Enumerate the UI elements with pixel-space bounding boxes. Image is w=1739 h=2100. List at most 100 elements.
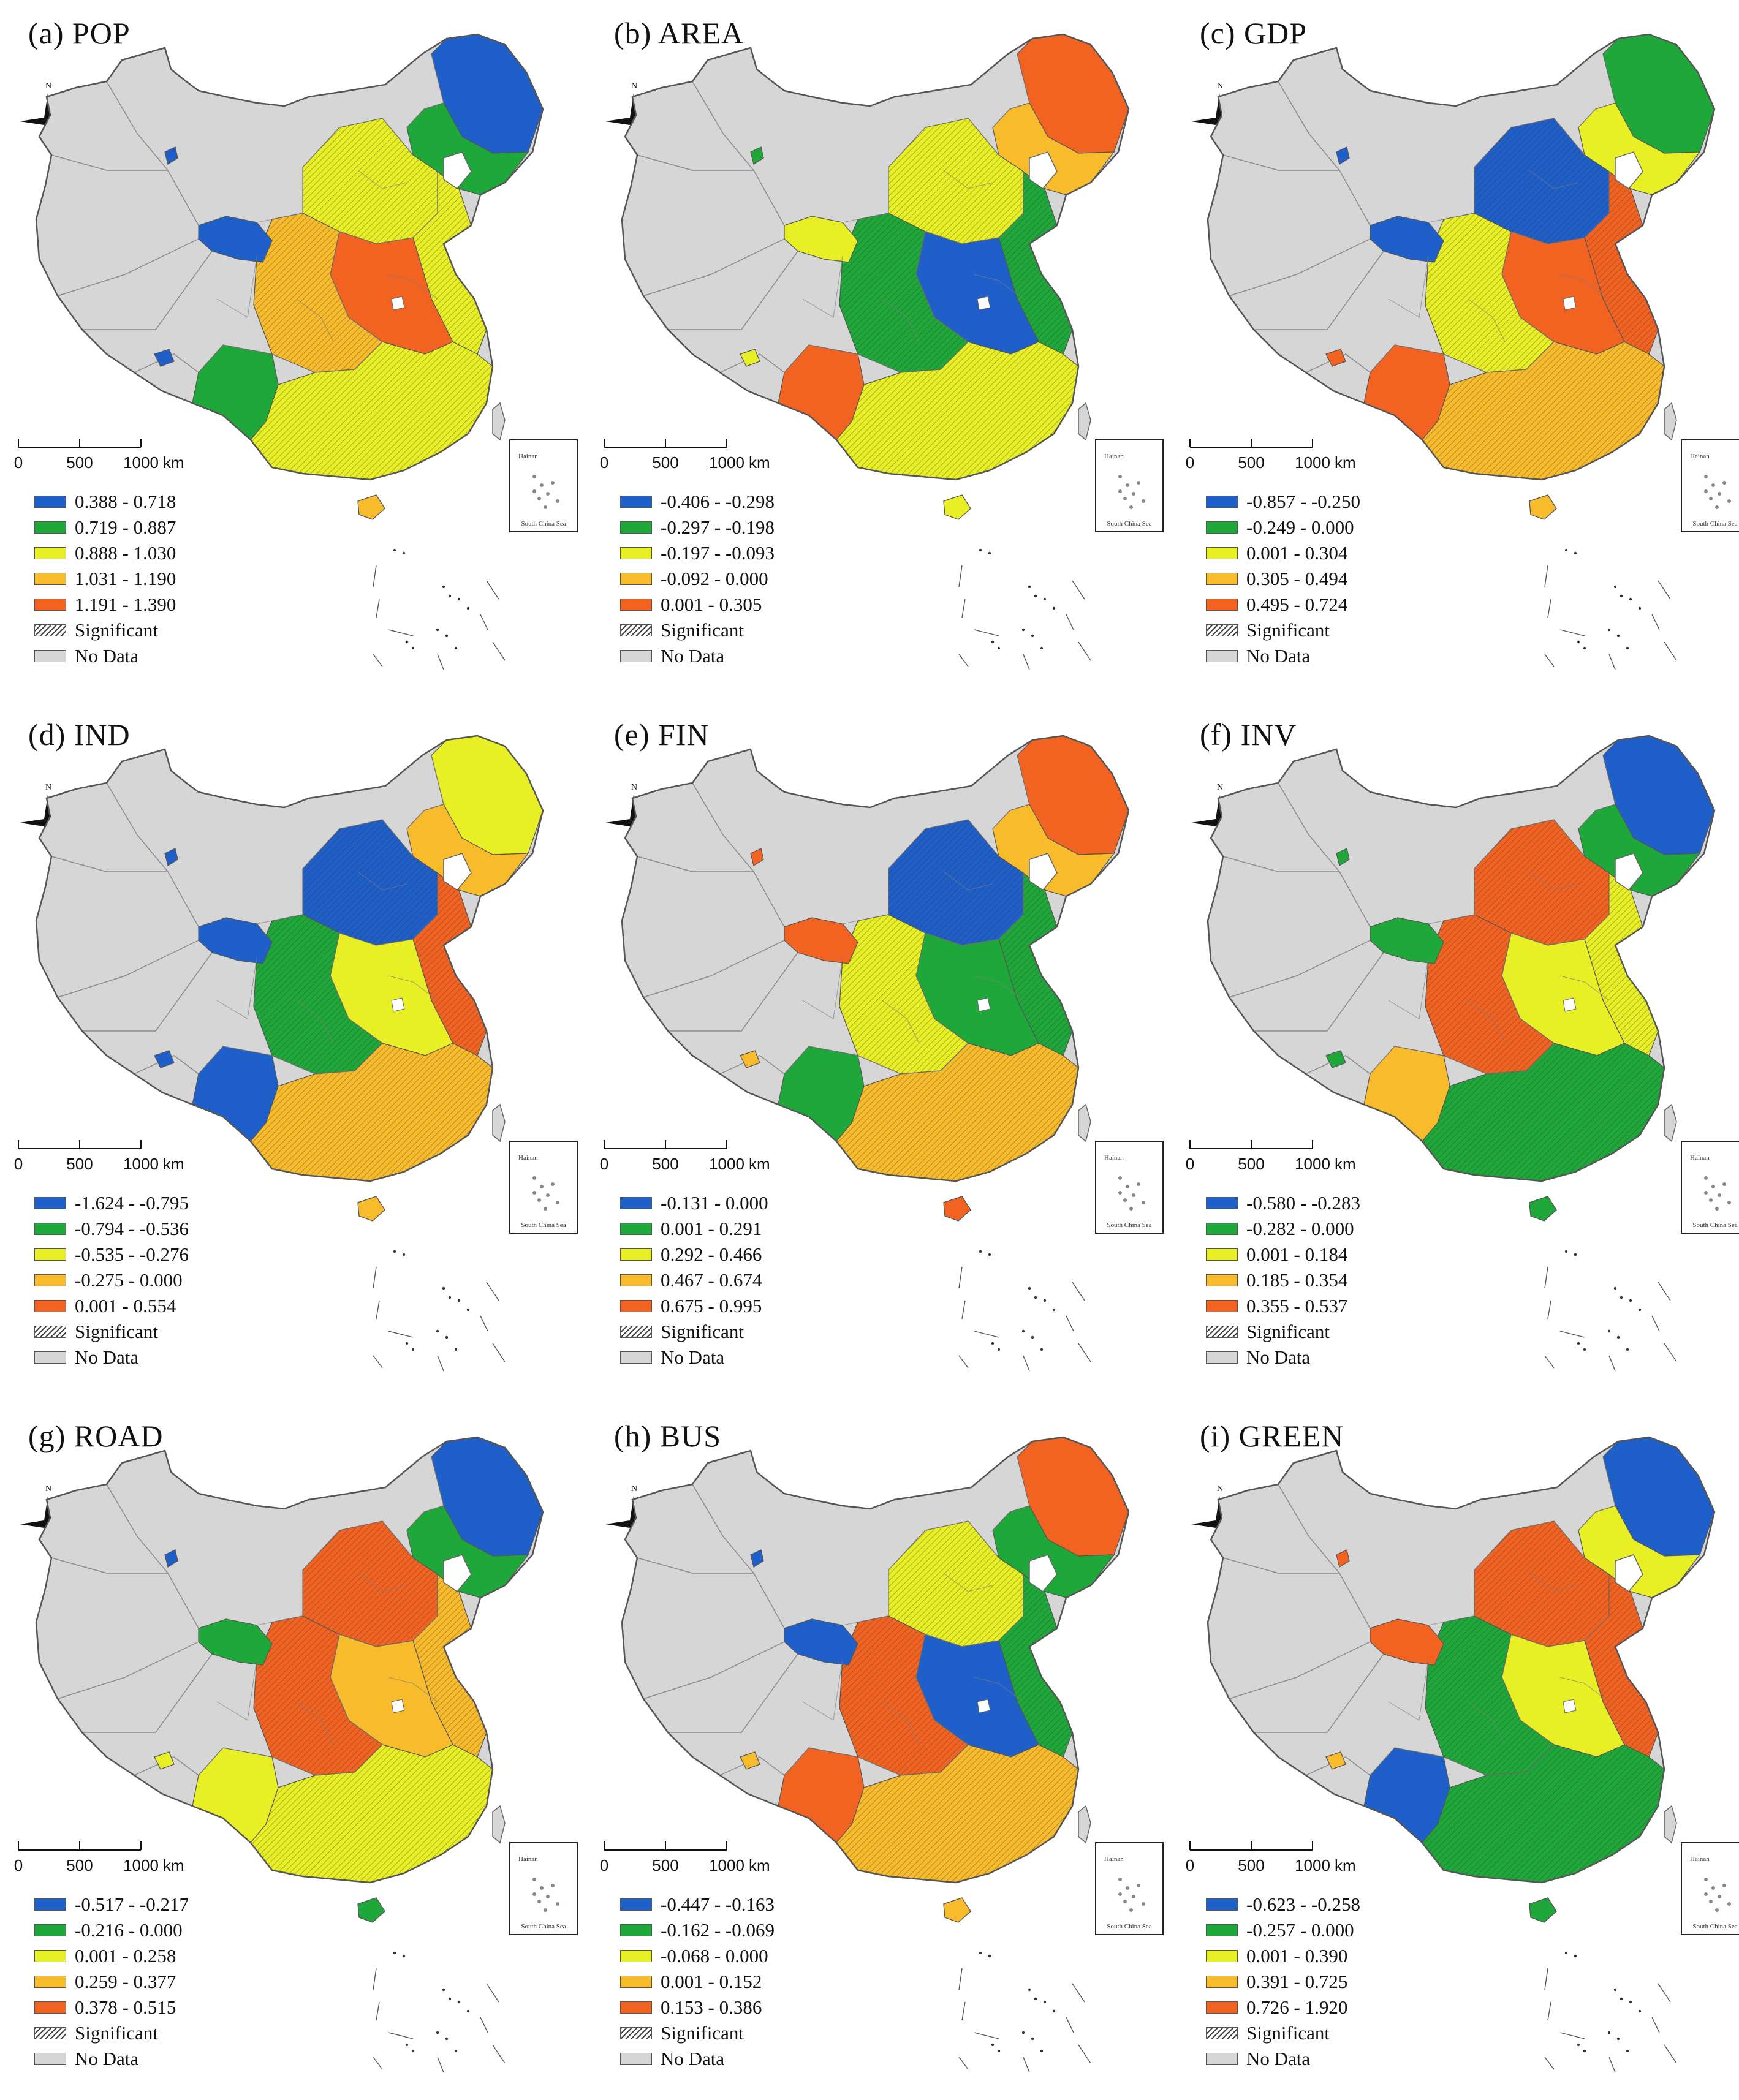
region-tibet-spot (154, 1050, 175, 1068)
legend-label: 0.001 - 0.554 (75, 1295, 176, 1316)
legend-item: -0.068 - 0.000 (620, 1943, 775, 1969)
legend-label: -0.275 - 0.000 (75, 1269, 183, 1291)
legend-significant: Significant (620, 2020, 775, 2046)
scale-bar: 0 500 1000 km (14, 1841, 184, 1875)
legend-no-data: No Data (1206, 1345, 1360, 1370)
legend-label: No Data (1246, 1346, 1311, 1368)
inset-bottom-label: South China Sea (1107, 1222, 1151, 1229)
map-panel-pop: (a) POP N 0 500 1000 km Hainan South China Sea 0… (10, 11, 578, 697)
north-label: N (45, 783, 51, 792)
legend-significant: Significant (34, 618, 176, 643)
map-panel-ind: (d) IND N 0 500 1000 km Hainan South China Sea -… (10, 712, 578, 1399)
legend-swatch (620, 1326, 652, 1338)
inset-box: Hainan South China Sea (509, 1842, 578, 1935)
legend-item: -0.857 - -0.250 (1206, 489, 1360, 515)
legend: -0.623 - -0.258 -0.257 - 0.000 0.001 - 0.3… (1206, 1892, 1360, 2072)
panel-title: (a) POP (28, 16, 131, 50)
south-china-sea-islands (958, 1250, 1091, 1372)
scale-label: km (749, 1155, 770, 1173)
legend-label: No Data (75, 1346, 139, 1368)
legend-item: 0.001 - 0.554 (34, 1293, 189, 1319)
south-china-sea-islands (958, 548, 1091, 670)
legend-label: Significant (75, 619, 159, 641)
north-label: N (1217, 1484, 1223, 1494)
legend-label: No Data (1246, 2048, 1311, 2069)
region-xinjiang-spot (1336, 146, 1350, 165)
legend-swatch (1206, 1197, 1238, 1209)
legend-label: -0.162 - -0.069 (661, 1919, 775, 1941)
legend-swatch (34, 1924, 66, 1936)
legend-no-data: No Data (620, 1345, 768, 1370)
legend-swatch (620, 1300, 652, 1312)
panel-title: (g) ROAD (28, 1419, 164, 1453)
region-west-gansu (1370, 216, 1444, 263)
legend-item: 0.726 - 1.920 (1206, 1995, 1360, 2020)
legend-item: 0.001 - 0.152 (620, 1969, 775, 1995)
inset-box: Hainan South China Sea (509, 1141, 578, 1234)
legend: -0.517 - -0.217 -0.216 - 0.000 0.001 - 0.2… (34, 1892, 189, 2072)
legend-significant: Significant (34, 2020, 189, 2046)
legend-item: -0.580 - -0.283 (1206, 1190, 1360, 1216)
legend-label: Significant (75, 2022, 159, 2044)
legend-label: -0.257 - 0.000 (1246, 1919, 1354, 1941)
taiwan-outline (1664, 402, 1677, 441)
scale-label: 500 (1238, 453, 1264, 472)
legend-item: 0.001 - 0.184 (1206, 1242, 1360, 1267)
legend-label: Significant (1246, 1321, 1330, 1342)
scale-label: 1000 (1295, 1856, 1330, 1875)
legend-item: 0.001 - 0.258 (34, 1943, 189, 1969)
legend-item: 0.378 - 0.515 (34, 1995, 189, 2020)
legend-swatch (34, 2001, 66, 2014)
region-tibet-spot (740, 1050, 760, 1068)
legend-swatch (34, 1898, 66, 1911)
north-label: N (45, 1484, 51, 1494)
inset-bottom-label: South China Sea (1692, 520, 1737, 527)
taiwan-outline (1078, 1805, 1091, 1844)
taiwan-outline (1664, 1805, 1677, 1844)
legend-swatch (1206, 1248, 1238, 1261)
legend-label: No Data (1246, 645, 1311, 667)
inset-bottom-label: South China Sea (1107, 520, 1151, 527)
legend-item: 0.888 - 1.030 (34, 540, 176, 566)
region-tibet-spot (740, 1751, 760, 1770)
legend-label: -0.535 - -0.276 (75, 1244, 189, 1265)
legend: -0.857 - -0.250 -0.249 - 0.000 0.001 - 0.3… (1206, 489, 1360, 669)
legend-label: 0.305 - 0.494 (1246, 568, 1348, 589)
region-xinjiang-spot (1336, 848, 1350, 866)
region-tibet-spot (154, 349, 175, 367)
legend-swatch (34, 1351, 66, 1364)
legend-label: 1.191 - 1.390 (75, 594, 176, 615)
legend-swatch (620, 573, 652, 585)
region-west-gansu (784, 1618, 858, 1666)
legend-label: Significant (661, 2022, 744, 2044)
legend-no-data: No Data (620, 2046, 775, 2072)
panel-title: (b) AREA (614, 16, 744, 50)
taiwan-outline (492, 1805, 506, 1844)
legend-item: -0.517 - -0.217 (34, 1892, 189, 1917)
legend-label: 0.378 - 0.515 (75, 1996, 176, 2018)
legend-swatch (34, 1274, 66, 1286)
region-xinjiang-spot (750, 1549, 764, 1568)
legend-swatch (34, 573, 66, 585)
hainan-island (1529, 1196, 1557, 1222)
panel-title: (f) INV (1200, 717, 1297, 752)
north-label: N (1217, 783, 1223, 792)
inset-bottom-label: South China Sea (521, 1222, 566, 1229)
map-panel-fin: (e) FIN N 0 500 1000 km Hainan South China Sea -… (596, 712, 1164, 1399)
map-panel-area: (b) AREA N 0 500 1000 km Hainan South China Sea… (596, 11, 1164, 697)
legend-item: -0.257 - 0.000 (1206, 1917, 1360, 1943)
inset-bottom-label: South China Sea (1692, 1923, 1737, 1930)
legend-no-data: No Data (34, 643, 176, 669)
hainan-island (943, 1196, 971, 1222)
legend-item: 1.191 - 1.390 (34, 592, 176, 618)
legend: -1.624 - -0.795 -0.794 - -0.536 -0.535 - -… (34, 1190, 189, 1370)
legend-item: 0.675 - 0.995 (620, 1293, 768, 1319)
scale-label: km (163, 1856, 184, 1875)
legend-swatch (620, 547, 652, 559)
